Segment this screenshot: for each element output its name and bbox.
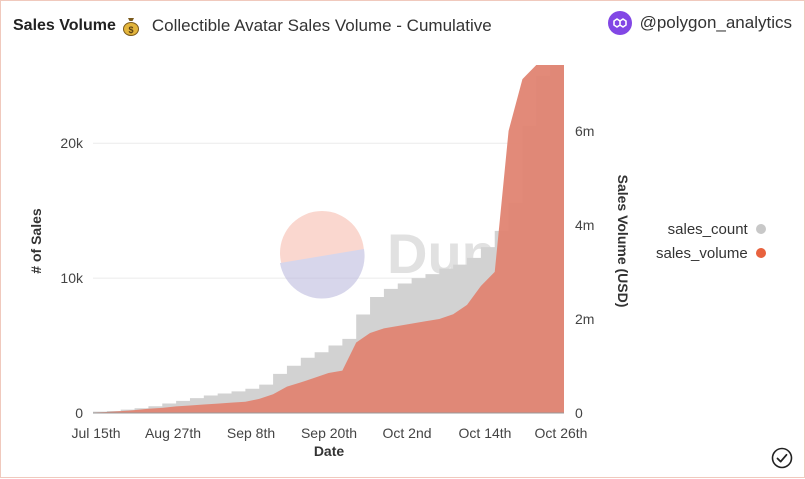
y-right-axis-label: Sales Volume (USD) (615, 175, 631, 308)
chart-subtitle: Collectible Avatar Sales Volume - Cumula… (151, 16, 492, 35)
y-right-tick-label: 2m (575, 311, 594, 327)
chart-header: Sales Volume $ Collectible Avatar Sales … (13, 11, 792, 41)
polygon-logo-icon (607, 11, 632, 35)
legend: sales_count sales_volume (656, 217, 766, 265)
x-tick-label: Oct 2nd (382, 425, 431, 441)
x-tick-label: Sep 20th (301, 425, 357, 441)
y-left-axis-label: # of Sales (28, 208, 44, 274)
author-name: @polygon_analytics (639, 13, 792, 32)
y-left-tick-label: 20k (60, 135, 84, 151)
y-right-tick-label: 4m (575, 217, 594, 233)
legend-item-sales-volume[interactable]: sales_volume (656, 241, 766, 265)
legend-swatch (755, 224, 766, 234)
chart-title: Sales Volume (13, 17, 116, 34)
money-bag-icon: $ (122, 18, 139, 36)
y-left-tick-label: 0 (75, 405, 83, 421)
x-axis-label: Date (314, 443, 345, 459)
svg-text:$: $ (128, 25, 133, 35)
y-left-tick-label: 10k (60, 270, 84, 286)
y-right-tick-label: 6m (575, 123, 594, 139)
author-link[interactable]: @polygon_analytics (607, 11, 792, 35)
series-area-sales-volume (93, 65, 564, 413)
y-right-tick-label: 0 (575, 405, 583, 421)
x-tick-label: Aug 27th (145, 425, 201, 441)
legend-label: sales_volume (656, 244, 748, 262)
x-tick-label: Oct 26th (535, 425, 588, 441)
axes: 0 10k 20k 0 2m 4m 6m Jul 15th Aug 27th Sep 8th Sep… (28, 123, 631, 459)
x-tick-label: Oct 14th (459, 425, 512, 441)
legend-label: sales_count (667, 220, 748, 238)
legend-swatch (755, 248, 766, 258)
legend-item-sales-count[interactable]: sales_count (656, 217, 766, 241)
x-tick-label: Jul 15th (71, 425, 120, 441)
check-circle-icon[interactable] (771, 447, 793, 469)
series-areas (93, 65, 564, 413)
x-tick-label: Sep 8th (227, 425, 275, 441)
